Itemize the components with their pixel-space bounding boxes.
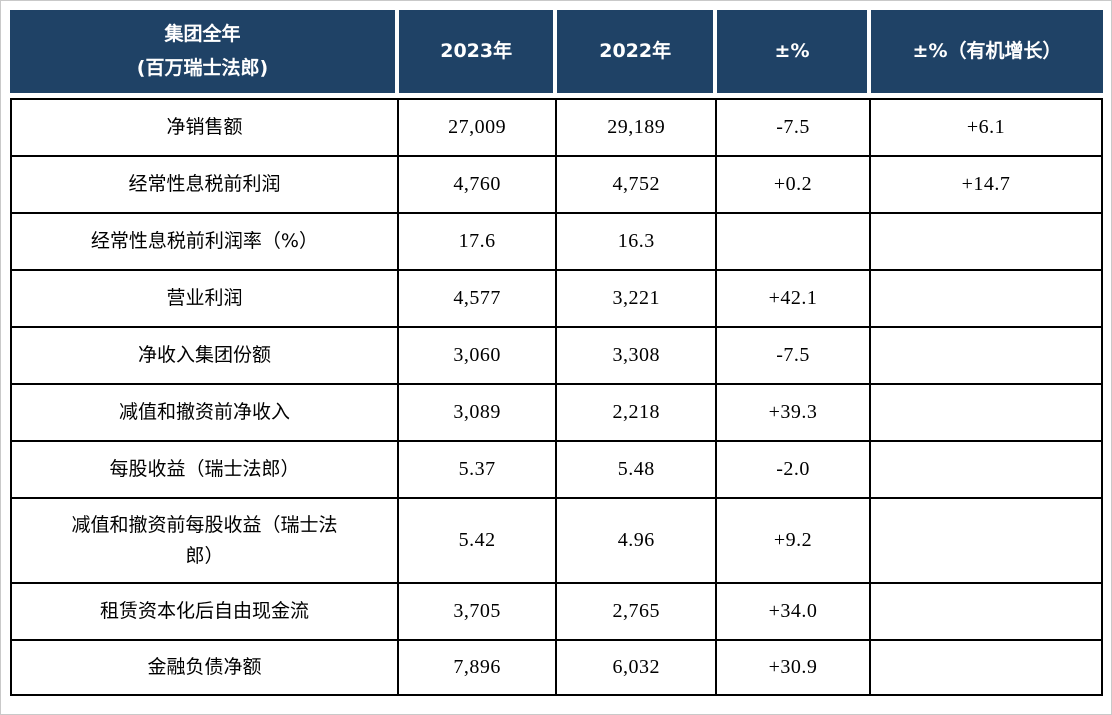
row-label: 金融负债净额 bbox=[147, 656, 262, 679]
row-label-cell: 租赁资本化后自由现金流 bbox=[10, 582, 397, 639]
header-pct-change: ±% bbox=[714, 10, 870, 98]
row-label-cell: 净销售额 bbox=[10, 98, 397, 155]
table-row: 租赁资本化后自由现金流 3,705 2,765 +34.0 bbox=[10, 582, 1103, 639]
cell-pct-organic bbox=[869, 440, 1103, 497]
cell-2023-value: 3,089 bbox=[396, 383, 556, 440]
cell-pct-organic bbox=[869, 269, 1103, 326]
cell-2022-value: 16.3 bbox=[555, 212, 715, 269]
cell-2022-value: 2,765 bbox=[555, 582, 715, 639]
table-row: 减值和撤资前每股收益（瑞士法郎） 5.42 4.96 +9.2 bbox=[10, 497, 1103, 582]
cell-pct-organic bbox=[869, 212, 1103, 269]
cell-pct-change bbox=[714, 212, 870, 269]
cell-2023-value: 3,060 bbox=[396, 326, 556, 383]
cell-2022-value: 4.96 bbox=[555, 497, 715, 582]
cell-pct-organic bbox=[869, 639, 1103, 696]
table-row: 经常性息税前利润 4,760 4,752 +0.2 +14.7 bbox=[10, 155, 1103, 212]
row-label: 净销售额 bbox=[166, 116, 243, 139]
financial-results-table: 集团全年 (百万瑞士法郎) 2023年 2022年 ±% ±%（有机增长） 净销… bbox=[10, 10, 1103, 696]
row-label: 减值和撤资前净收入 bbox=[118, 401, 290, 424]
cell-2022-value: 6,032 bbox=[555, 639, 715, 696]
row-label-cell: 经常性息税前利润率（%） bbox=[10, 212, 397, 269]
cell-2022-value: 5.48 bbox=[555, 440, 715, 497]
cell-2023-value: 17.6 bbox=[396, 212, 556, 269]
table-row: 每股收益（瑞士法郎） 5.37 5.48 -2.0 bbox=[10, 440, 1103, 497]
header-group-metric: 集团全年 (百万瑞士法郎) bbox=[10, 10, 397, 98]
cell-pct-organic bbox=[869, 383, 1103, 440]
table-body: 净销售额 27,009 29,189 -7.5 +6.1 经常性息税前利润 4,… bbox=[10, 98, 1103, 696]
cell-2022-value: 2,218 bbox=[555, 383, 715, 440]
cell-2022-value: 29,189 bbox=[555, 98, 715, 155]
table-row: 净销售额 27,009 29,189 -7.5 +6.1 bbox=[10, 98, 1103, 155]
row-label-cell: 减值和撤资前每股收益（瑞士法郎） bbox=[10, 497, 397, 582]
row-label-cell: 经常性息税前利润 bbox=[10, 155, 397, 212]
row-label: 每股收益（瑞士法郎） bbox=[109, 458, 300, 481]
row-label: 经常性息税前利润率（%） bbox=[90, 230, 318, 253]
cell-2023-value: 4,577 bbox=[396, 269, 556, 326]
cell-pct-change: +34.0 bbox=[714, 582, 870, 639]
cell-2023-value: 4,760 bbox=[396, 155, 556, 212]
table-row: 经常性息税前利润率（%） 17.6 16.3 bbox=[10, 212, 1103, 269]
row-label-cell: 金融负债净额 bbox=[10, 639, 397, 696]
table-row: 金融负债净额 7,896 6,032 +30.9 bbox=[10, 639, 1103, 696]
cell-pct-change: -7.5 bbox=[714, 326, 870, 383]
cell-2023-value: 7,896 bbox=[396, 639, 556, 696]
table-row: 净收入集团份额 3,060 3,308 -7.5 bbox=[10, 326, 1103, 383]
header-row: 集团全年 (百万瑞士法郎) 2023年 2022年 ±% ±%（有机增长） bbox=[10, 10, 1103, 98]
cell-2023-value: 5.37 bbox=[396, 440, 556, 497]
cell-2023-value: 5.42 bbox=[396, 497, 556, 582]
cell-2022-value: 4,752 bbox=[555, 155, 715, 212]
cell-pct-change: -2.0 bbox=[714, 440, 870, 497]
header-year-2023: 2023年 bbox=[396, 10, 556, 98]
cell-2022-value: 3,221 bbox=[555, 269, 715, 326]
header-year-2022: 2022年 bbox=[555, 10, 715, 98]
cell-2022-value: 3,308 bbox=[555, 326, 715, 383]
row-label-cell: 净收入集团份额 bbox=[10, 326, 397, 383]
cell-pct-change: +42.1 bbox=[714, 269, 870, 326]
cell-pct-change: +9.2 bbox=[714, 497, 870, 582]
cell-pct-organic: +14.7 bbox=[869, 155, 1103, 212]
row-label: 减值和撤资前每股收益（瑞士法郎） bbox=[71, 514, 338, 567]
row-label-cell: 每股收益（瑞士法郎） bbox=[10, 440, 397, 497]
cell-pct-organic: +6.1 bbox=[869, 98, 1103, 155]
table-row: 减值和撤资前净收入 3,089 2,218 +39.3 bbox=[10, 383, 1103, 440]
cell-pct-change: +39.3 bbox=[714, 383, 870, 440]
row-label: 经常性息税前利润 bbox=[128, 173, 281, 196]
cell-pct-change: +0.2 bbox=[714, 155, 870, 212]
cell-pct-organic bbox=[869, 582, 1103, 639]
cell-2023-value: 3,705 bbox=[396, 582, 556, 639]
row-label: 租赁资本化后自由现金流 bbox=[99, 600, 309, 623]
table-row: 营业利润 4,577 3,221 +42.1 bbox=[10, 269, 1103, 326]
row-label: 营业利润 bbox=[166, 287, 243, 310]
cell-pct-change: +30.9 bbox=[714, 639, 870, 696]
cell-2023-value: 27,009 bbox=[396, 98, 556, 155]
cell-pct-organic bbox=[869, 497, 1103, 582]
header-pct-organic-growth: ±%（有机增长） bbox=[869, 10, 1103, 98]
row-label: 净收入集团份额 bbox=[137, 344, 271, 367]
row-label-cell: 营业利润 bbox=[10, 269, 397, 326]
cell-pct-change: -7.5 bbox=[714, 98, 870, 155]
row-label-cell: 减值和撤资前净收入 bbox=[10, 383, 397, 440]
cell-pct-organic bbox=[869, 326, 1103, 383]
